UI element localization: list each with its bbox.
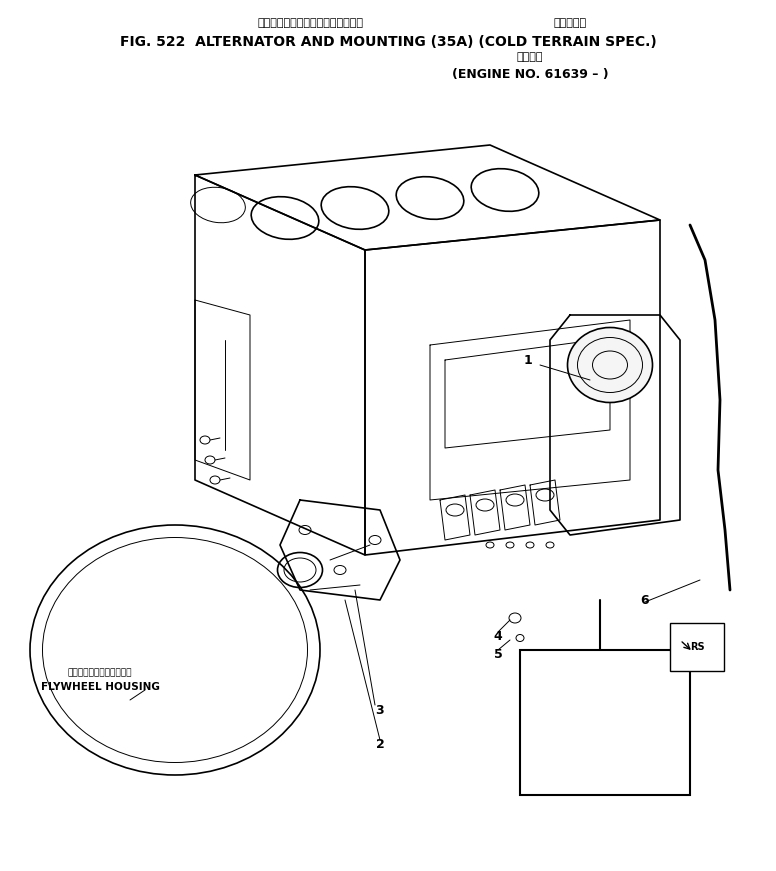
Text: フライホイールハウジング: フライホイールハウジング: [68, 668, 132, 677]
Text: 6: 6: [640, 593, 649, 606]
Text: 4: 4: [494, 631, 502, 644]
Text: FIG. 522  ALTERNATOR AND MOUNTING (35A) (COLD TERRAIN SPEC.): FIG. 522 ALTERNATOR AND MOUNTING (35A) (…: [120, 35, 656, 49]
Text: 5: 5: [494, 649, 502, 661]
Text: 2: 2: [376, 739, 384, 752]
Text: オルタネータおよびマウンティング: オルタネータおよびマウンティング: [257, 18, 363, 28]
Text: 適用号機: 適用号機: [517, 52, 543, 62]
Text: RS: RS: [690, 642, 705, 652]
Ellipse shape: [567, 327, 653, 402]
Text: FLYWHEEL HOUSING: FLYWHEEL HOUSING: [40, 682, 159, 692]
Bar: [520, 650, 690, 795]
Text: 寒冷地仕様: 寒冷地仕様: [553, 18, 587, 28]
Text: 1: 1: [523, 354, 532, 367]
Text: (ENGINE NO. 61639 – ): (ENGINE NO. 61639 – ): [452, 68, 608, 81]
Text: 3: 3: [376, 704, 384, 717]
